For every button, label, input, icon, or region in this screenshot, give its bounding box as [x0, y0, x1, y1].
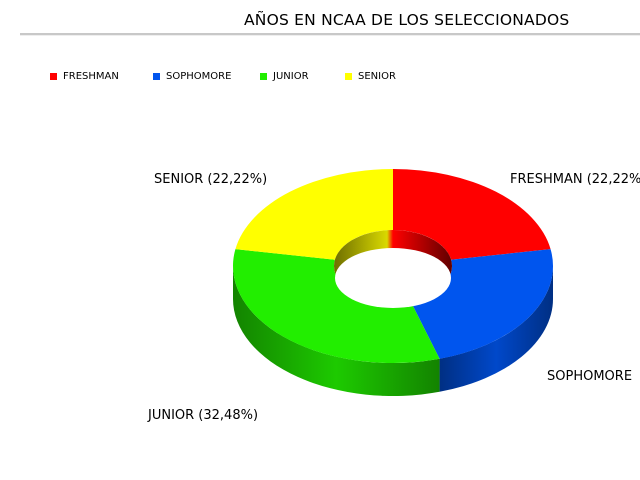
slice-junior [232, 249, 440, 364]
legend-swatch-junior [260, 73, 267, 80]
legend-label-sophomore: SOPHOMORE [166, 71, 232, 82]
legend-swatch-senior [345, 73, 352, 80]
legend-label-freshman: FRESHMAN [63, 71, 119, 82]
legend-label-senior: SENIOR [358, 71, 396, 82]
legend-swatch-sophomore [153, 73, 160, 80]
chart-title: AÑOS EN NCAA DE LOS SELECCIONADOS [244, 11, 570, 29]
data-label-sophomore: SOPHOMORE [547, 369, 632, 384]
legend-label-junior: JUNIOR [273, 71, 309, 82]
data-label-junior: JUNIOR (32,48%) [147, 408, 258, 423]
data-label-senior: SENIOR (22,22%) [154, 172, 267, 187]
hole-opening [335, 248, 451, 308]
legend-swatch-freshman [50, 73, 57, 80]
slice-senior [235, 169, 393, 260]
slice-side-junior [233, 266, 440, 396]
data-label-freshman: FRESHMAN (22,22%) [510, 172, 640, 187]
chart-title-bar: AÑOS EN NCAA DE LOS SELECCIONADOS [20, 0, 640, 35]
slice-side-sophomore [439, 266, 553, 392]
slice-sophomore [410, 249, 554, 359]
slice-freshman [393, 169, 551, 260]
